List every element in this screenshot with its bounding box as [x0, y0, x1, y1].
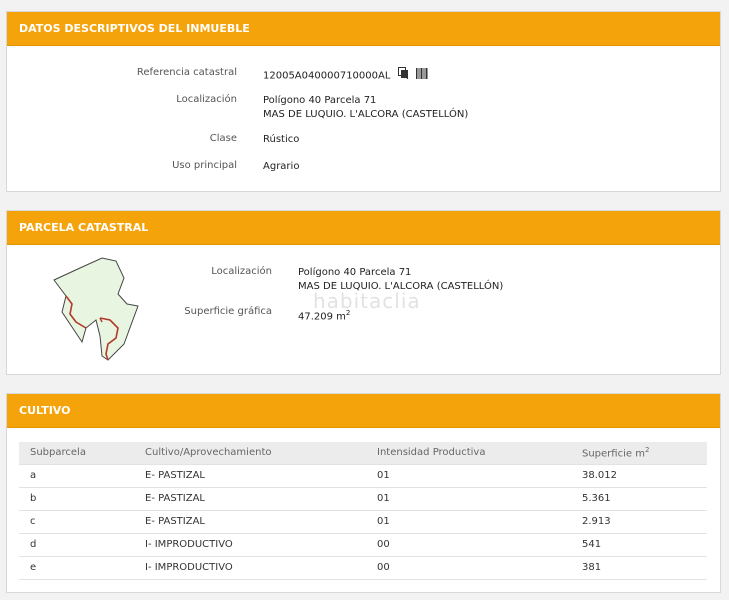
parcela-localizacion-label: Localización [211, 266, 272, 277]
cell-intensidad: 00 [366, 555, 571, 580]
superficie-row: Superficie gráfica 47.209 m2 [7, 306, 350, 324]
cell-intensidad: 01 [366, 509, 571, 534]
col-superficie: Superficie m2 [571, 442, 707, 464]
datos-descriptivos-panel: DATOS DESCRIPTIVOS DEL INMUEBLE Referenc… [6, 11, 721, 192]
col-superficie-text: Superficie m [582, 448, 645, 460]
cell-superficie: 5.361 [571, 486, 707, 511]
col-intensidad: Intensidad Productiva [366, 442, 571, 464]
referencia-row: Referencia catastral 12005A040000710000A… [7, 67, 428, 84]
col-cultivo: Cultivo/Aprovechamiento [134, 442, 366, 464]
uso-value: Agrario [263, 161, 300, 172]
parcela-catastral-panel: PARCELA CATASTRAL habitaclia Localizació… [6, 210, 721, 375]
cell-subparcela: b [19, 486, 134, 511]
localizacion-label: Localización [176, 94, 237, 105]
parcela-localizacion-row: Localización Polígono 40 Parcela 71 MAS … [7, 266, 503, 294]
clase-row: Clase Rústico [7, 133, 300, 147]
col-superficie-sup: 2 [644, 446, 650, 455]
cell-superficie: 541 [571, 532, 707, 557]
cell-cultivo: E- PASTIZAL [134, 509, 366, 534]
cell-superficie: 381 [571, 555, 707, 580]
localizacion-line2: MAS DE LUQUIO. L'ALCORA (CASTELLÓN) [263, 109, 469, 120]
clase-value: Rústico [263, 134, 300, 145]
cell-superficie: 38.012 [571, 463, 707, 488]
cell-intensidad: 01 [366, 463, 571, 488]
superficie-number: 47.209 m [298, 311, 346, 323]
localizacion-value: Polígono 40 Parcela 71 MAS DE LUQUIO. L'… [263, 94, 468, 122]
table-row: c E- PASTIZAL 01 2.913 [19, 509, 707, 534]
superficie-label: Superficie gráfica [184, 306, 272, 317]
localizacion-row: Localización Polígono 40 Parcela 71 MAS … [7, 94, 468, 122]
cell-intensidad: 01 [366, 486, 571, 511]
cell-subparcela: a [19, 463, 134, 488]
parcela-catastral-header: PARCELA CATASTRAL [7, 211, 720, 245]
referencia-text[interactable]: 12005A040000710000AL [263, 70, 391, 82]
cultivo-header: CULTIVO [7, 394, 720, 428]
localizacion-line1: Polígono 40 Parcela 71 [263, 95, 377, 106]
cultivo-panel: CULTIVO Subparcela Cultivo/Aprovechamien… [6, 393, 721, 593]
cell-cultivo: E- PASTIZAL [134, 486, 366, 511]
cell-superficie: 2.913 [571, 509, 707, 534]
cell-cultivo: I- IMPRODUCTIVO [134, 532, 366, 557]
cell-subparcela: d [19, 532, 134, 557]
uso-label: Uso principal [172, 160, 237, 171]
table-header-row: Subparcela Cultivo/Aprovechamiento Inten… [19, 442, 707, 464]
watermark: habitaclia [313, 289, 421, 313]
cell-cultivo: E- PASTIZAL [134, 463, 366, 488]
cell-cultivo: I- IMPRODUCTIVO [134, 555, 366, 580]
table-row: e I- IMPRODUCTIVO 00 381 [19, 555, 707, 580]
parcela-localizacion-line2: MAS DE LUQUIO. L'ALCORA (CASTELLÓN) [298, 281, 504, 292]
referencia-label: Referencia catastral [136, 67, 237, 78]
referencia-value: 12005A040000710000AL [263, 67, 428, 84]
cell-intensidad: 00 [366, 532, 571, 557]
clase-label: Clase [209, 133, 237, 144]
uso-row: Uso principal Agrario [7, 160, 299, 174]
table-row: a E- PASTIZAL 01 38.012 [19, 463, 707, 488]
superficie-unit-sup: 2 [345, 309, 351, 317]
copy-icon[interactable] [397, 67, 409, 84]
datos-descriptivos-header: DATOS DESCRIPTIVOS DEL INMUEBLE [7, 12, 720, 46]
cultivo-table: Subparcela Cultivo/Aprovechamiento Inten… [19, 442, 707, 580]
cell-subparcela: c [19, 509, 134, 534]
cell-subparcela: e [19, 555, 134, 580]
table-row: d I- IMPRODUCTIVO 00 541 [19, 532, 707, 557]
barcode-icon[interactable] [415, 67, 428, 84]
col-subparcela: Subparcela [19, 442, 134, 464]
parcela-localizacion-value: Polígono 40 Parcela 71 MAS DE LUQUIO. L'… [298, 266, 503, 294]
parcela-localizacion-line1: Polígono 40 Parcela 71 [298, 267, 412, 278]
parcel-map-icon[interactable] [52, 256, 147, 367]
table-row: b E- PASTIZAL 01 5.361 [19, 486, 707, 511]
superficie-value: 47.209 m2 [298, 306, 350, 324]
